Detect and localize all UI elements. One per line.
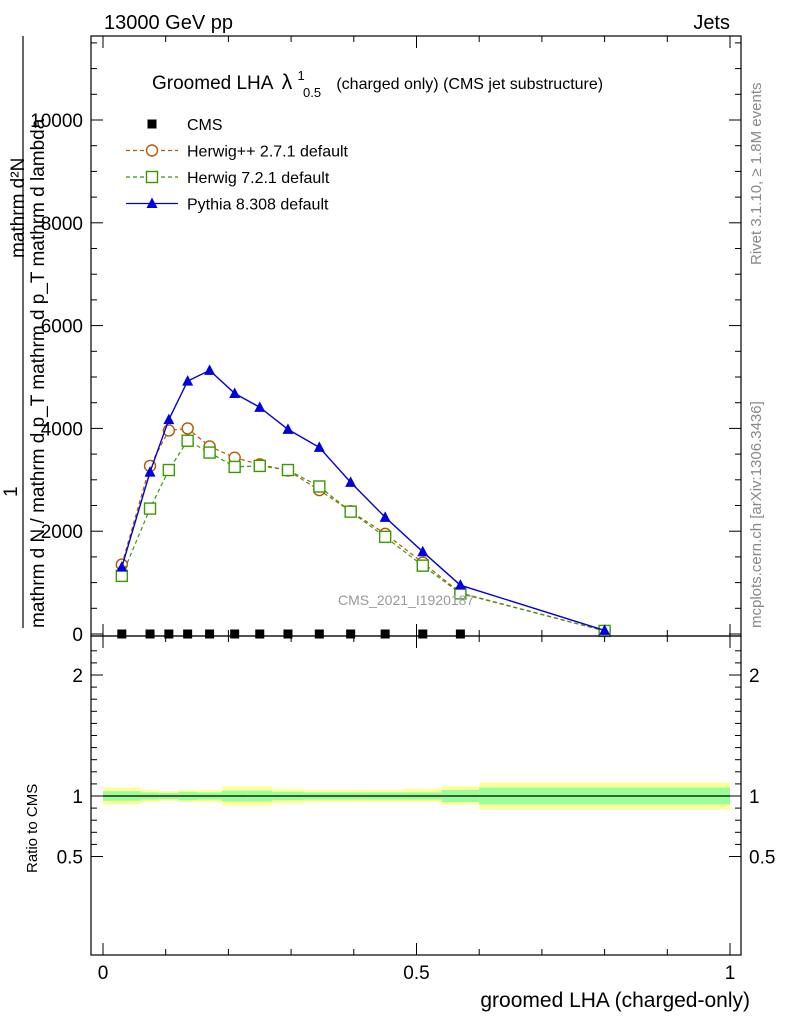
data-point	[162, 463, 176, 477]
data-point	[281, 463, 295, 477]
series-herwig-7-2-1-default	[115, 434, 611, 638]
ratio-y-tick-label-right: 1	[749, 787, 760, 808]
ratio-y-tick-label-right: 2	[749, 666, 760, 687]
data-point	[205, 629, 215, 639]
data-point	[163, 413, 175, 425]
legend-marker	[145, 144, 159, 157]
watermark: CMS_2021_I1920187	[338, 592, 474, 608]
legend-title-sup: 1	[297, 68, 304, 83]
legend-title: Groomed LHA λ 1 0.5 (charged only) (CMS …	[152, 64, 603, 102]
data-point	[314, 629, 324, 639]
ratio-y-tick-label: 0.5	[57, 848, 83, 869]
legend-label: CMS	[187, 117, 223, 134]
main-panel: 0 2000 4000 6000 8000 10000	[30, 35, 742, 646]
data-point	[599, 624, 611, 635]
legend-entry: CMS	[147, 117, 223, 134]
y-tick-label: 8000	[41, 214, 83, 235]
data-point	[229, 387, 241, 398]
data-point	[144, 466, 156, 477]
header-right: Jets	[693, 12, 730, 34]
data-point	[182, 375, 194, 386]
data-point	[116, 561, 128, 572]
data-point	[313, 441, 325, 452]
header-left: 13000 GeV pp	[104, 12, 233, 34]
data-point	[203, 446, 216, 459]
y-axis-label-top: mathrm d²N	[8, 158, 29, 258]
data-point	[378, 530, 392, 544]
x-tick-label: 1	[725, 963, 736, 984]
data-point	[183, 629, 193, 639]
x-tick-label: 0.5	[403, 963, 429, 984]
data-point	[454, 579, 466, 590]
legend: Groomed LHA λ 1 0.5 (charged only) (CMS …	[126, 64, 603, 214]
ratio-y-tick-label-right: 0.5	[749, 848, 775, 869]
legend-marker	[146, 197, 158, 208]
data-point	[255, 629, 265, 639]
data-point	[379, 511, 391, 522]
data-point	[282, 423, 294, 434]
data-point	[253, 459, 266, 473]
y-tick-label: 6000	[41, 317, 83, 338]
x-axis-label: groomed LHA (charged-only)	[480, 989, 750, 1012]
data-point	[230, 629, 240, 639]
data-point	[143, 502, 157, 515]
series-pythia-8-308-default	[116, 364, 611, 635]
data-point	[344, 505, 357, 518]
legend-marker	[145, 170, 159, 184]
y-tick-label: 10000	[30, 111, 83, 132]
y-tick-label: 4000	[41, 419, 83, 440]
data-point	[417, 545, 429, 557]
data-point	[418, 629, 428, 639]
data-point	[145, 629, 155, 639]
legend-title-lambda: λ	[282, 71, 293, 94]
x-tick-label: 0	[98, 963, 109, 984]
data-point	[254, 401, 266, 412]
series-line	[121, 369, 605, 632]
mcplots-label: mcplots.cern.ch [arXiv:1306.3436]	[748, 401, 765, 628]
rivet-label: Rivet 3.1.10, ≥ 1.8M events	[748, 83, 765, 266]
y-axis-label-numerator: 1	[1, 486, 22, 497]
legend-entry: Pythia 8.308 default	[126, 197, 329, 214]
legend-label: Herwig++ 2.7.1 default	[187, 144, 349, 161]
series-cms	[117, 629, 465, 639]
ratio-y-tick-label: 1	[72, 787, 83, 808]
data-point	[345, 476, 357, 487]
ratio-y-tick-label: 2	[72, 666, 83, 687]
legend-entry: Herwig 7.2.1 default	[126, 170, 330, 187]
legend-title-prefix: Groomed LHA	[152, 73, 274, 94]
data-point	[346, 629, 356, 639]
legend-title-sub: 0.5	[303, 85, 321, 100]
data-point	[283, 629, 293, 639]
data-point	[380, 629, 390, 639]
data-point	[181, 422, 194, 435]
data-point	[117, 629, 127, 639]
data-point	[115, 569, 129, 583]
data-point	[313, 480, 326, 493]
y-axis-label-denominator: mathrm d N / mathrm d p_T mathrm d p_T m…	[28, 118, 49, 628]
y-tick-label: 0	[72, 625, 83, 646]
data-point	[228, 460, 241, 474]
legend-label: Herwig 7.2.1 default	[187, 170, 330, 187]
ratio-panel: 0.5 0.5 1 1 2 2 0 0.5 1	[57, 635, 775, 984]
data-point	[181, 434, 194, 447]
legend-entry: Herwig++ 2.7.1 default	[126, 144, 349, 161]
data-point	[204, 364, 216, 375]
data-point	[455, 629, 465, 639]
legend-marker	[147, 119, 157, 129]
y-tick-label: 2000	[41, 522, 83, 543]
ratio-axis-label: Ratio to CMS	[24, 784, 41, 873]
y-axis-label: mathrm d²N 1 mathrm d N / mathrm d p_T m…	[1, 36, 49, 628]
legend-title-suffix: (charged only) (CMS jet substructure)	[336, 76, 603, 93]
data-point	[416, 559, 429, 572]
legend-label: Pythia 8.308 default	[187, 197, 329, 214]
data-point	[164, 629, 174, 639]
series-line	[121, 427, 605, 632]
